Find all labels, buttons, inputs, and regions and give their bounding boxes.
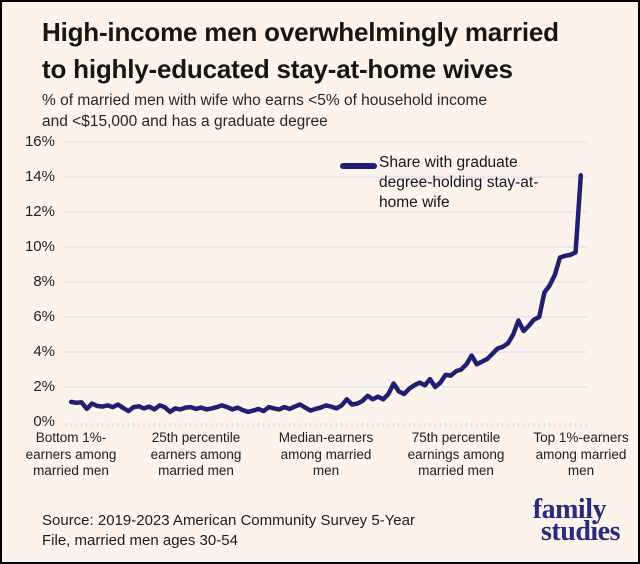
x-label-bottom-1pct: Bottom 1%- earners among married men xyxy=(25,430,117,478)
legend-line-swatch xyxy=(340,163,377,169)
source-line-1: Source: 2019-2023 American Community Sur… xyxy=(42,512,415,529)
y-tick-0: 0% xyxy=(33,413,55,430)
y-tick-2: 2% xyxy=(33,378,55,395)
chart-subtitle: % of married men with wife who earns <5%… xyxy=(42,90,487,132)
y-tick-6: 6% xyxy=(33,308,55,325)
source-note: Source: 2019-2023 American Community Sur… xyxy=(42,511,415,550)
y-tick-10: 10% xyxy=(24,238,55,255)
x-label-top-1pct: Top 1%-earners among married men xyxy=(533,430,629,478)
family-studies-logo: family studies xyxy=(532,494,621,547)
page-title: High-income men overwhelmingly married t… xyxy=(42,14,559,88)
x-label-25th-percentile: 25th percentile earners among married me… xyxy=(150,430,242,478)
y-tick-8: 8% xyxy=(33,273,55,290)
subtitle-line-2: and <$15,000 and has a graduate degree xyxy=(42,113,328,130)
source-line-2: File, married men ages 30-54 xyxy=(42,531,238,549)
logo-word-studies: studies xyxy=(541,516,620,547)
data-line xyxy=(68,173,584,415)
y-tick-4: 4% xyxy=(33,343,55,360)
logo-word-family: family xyxy=(532,494,607,525)
legend-label: Share with graduate degree-holding stay-… xyxy=(379,154,539,211)
x-label-75th-percentile: 75th percentile earnings among married m… xyxy=(407,430,505,478)
y-tick-12: 12% xyxy=(24,203,55,220)
y-tick-16: 16% xyxy=(24,133,55,150)
title-line-2: to highly-educated stay-at-home wives xyxy=(42,54,513,84)
title-line-1: High-income men overwhelmingly married xyxy=(42,17,559,47)
subtitle-line-1: % of married men with wife who earns <5%… xyxy=(42,92,487,109)
y-tick-14: 14% xyxy=(24,168,55,185)
x-label-median: Median-earners among married men xyxy=(278,430,374,478)
